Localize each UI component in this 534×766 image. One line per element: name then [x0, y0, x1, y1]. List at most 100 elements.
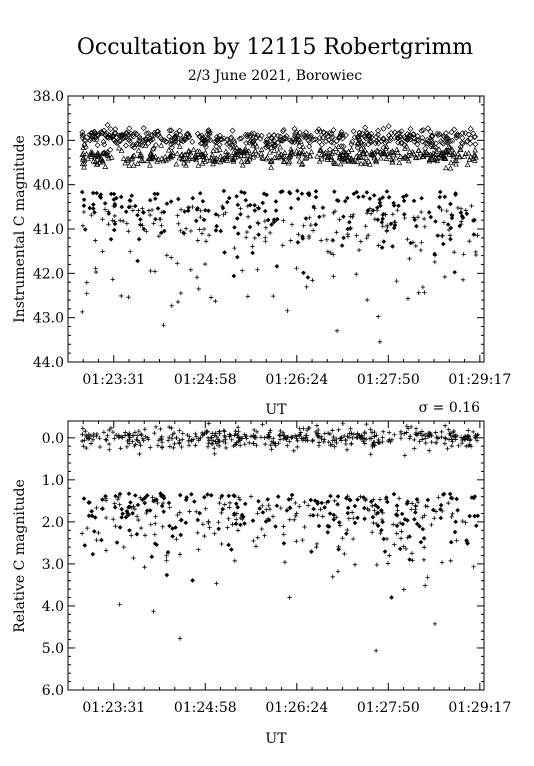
data-point-plus	[294, 436, 299, 441]
data-point-plus	[164, 253, 170, 258]
data-point-diamond-filled	[370, 208, 376, 213]
data-point-plus	[390, 212, 396, 217]
data-point-diamond-open	[326, 146, 333, 153]
data-point-plus	[300, 438, 306, 443]
data-point-plus	[177, 428, 182, 433]
data-point-plus	[292, 433, 298, 438]
y-tick-label: 44.0	[33, 355, 64, 371]
data-point-plus	[377, 497, 383, 502]
data-point-plus	[399, 529, 404, 534]
data-point-diamond-filled	[315, 501, 320, 506]
data-point-triangle-open	[174, 150, 181, 156]
data-point-diamond-filled	[402, 517, 408, 522]
data-point-plus	[346, 516, 352, 521]
data-point-diamond-filled	[435, 233, 441, 238]
data-point-plus	[289, 222, 295, 227]
data-point-plus	[126, 437, 132, 443]
data-point-plus	[146, 208, 152, 213]
data-point-plus	[348, 214, 353, 219]
data-point-diamond-filled	[92, 529, 97, 534]
data-point-triangle-open	[431, 156, 438, 163]
data-point-diamond-filled	[238, 522, 243, 528]
data-point-plus	[209, 441, 214, 446]
data-point-triangle-open	[281, 149, 288, 156]
data-point-diamond-open	[143, 130, 150, 137]
data-point-plus	[287, 517, 292, 522]
data-point-diamond-open	[467, 140, 474, 147]
data-point-plus	[216, 520, 221, 525]
data-point-diamond-open	[79, 134, 86, 141]
data-point-diamond-open	[458, 139, 465, 146]
data-point-plus	[148, 268, 153, 274]
data-point-plus	[380, 224, 385, 229]
data-point-diamond-filled	[378, 203, 383, 208]
data-point-diamond-filled	[397, 546, 403, 552]
data-point-diamond-filled	[335, 494, 341, 499]
data-point-diamond-open	[418, 127, 425, 134]
data-point-diamond-filled	[161, 209, 167, 215]
data-point-plus	[306, 503, 311, 508]
data-point-diamond-filled	[170, 534, 175, 539]
data-point-plus	[103, 548, 109, 553]
data-point-diamond-filled	[319, 500, 325, 506]
data-point-triangle-open	[281, 158, 288, 165]
data-point-plus	[159, 437, 164, 442]
data-point-triangle-open	[225, 153, 232, 159]
data-point-triangle-open	[452, 157, 458, 164]
data-point-plus	[97, 444, 103, 450]
data-point-plus	[439, 560, 445, 565]
data-point-triangle-open	[318, 147, 325, 153]
data-point-plus	[84, 525, 90, 531]
data-point-diamond-filled	[235, 202, 241, 208]
data-point-plus	[432, 621, 438, 627]
data-point-diamond-filled	[164, 201, 170, 206]
data-point-plus	[294, 539, 299, 544]
data-point-diamond-filled	[375, 217, 381, 223]
data-point-diamond-open	[171, 133, 178, 140]
data-point-triangle-open	[160, 157, 167, 164]
data-point-diamond-filled	[119, 515, 124, 520]
data-point-diamond-filled	[367, 196, 373, 201]
data-point-diamond-open	[375, 127, 382, 134]
data-point-plus	[332, 444, 337, 449]
data-point-diamond-open	[154, 132, 161, 139]
data-point-diamond-open	[146, 135, 153, 142]
data-point-diamond-filled	[360, 194, 366, 199]
data-point-diamond-open	[279, 128, 286, 135]
data-point-triangle-open	[99, 150, 105, 157]
data-point-diamond-open	[338, 128, 345, 135]
data-point-plus	[255, 535, 260, 540]
data-point-diamond-open	[367, 139, 374, 146]
data-point-triangle-open	[402, 153, 409, 160]
data-point-diamond-open	[231, 138, 238, 145]
data-point-diamond-filled	[356, 194, 361, 200]
data-point-triangle-open	[169, 149, 176, 156]
data-point-triangle-open	[94, 161, 101, 167]
data-point-plus	[295, 438, 300, 444]
data-point-triangle-open	[241, 147, 248, 154]
data-point-plus	[178, 207, 184, 212]
data-point-triangle-open	[318, 155, 325, 162]
data-point-plus	[311, 228, 316, 233]
data-point-diamond-filled	[334, 197, 340, 203]
data-point-plus	[365, 233, 371, 238]
y-tick-label: 0.0	[42, 431, 64, 447]
data-point-plus	[133, 442, 138, 447]
data-point-plus	[198, 214, 203, 220]
data-point-triangle-open	[220, 155, 227, 162]
data-point-plus	[376, 243, 381, 248]
data-point-plus	[409, 551, 415, 556]
data-point-diamond-filled	[433, 219, 438, 224]
data-point-plus	[164, 558, 169, 563]
data-point-diamond-open	[247, 132, 254, 139]
data-point-plus	[432, 253, 438, 258]
data-point-diamond-open	[362, 124, 369, 131]
data-point-plus	[297, 504, 302, 509]
data-point-triangle-open	[343, 151, 349, 157]
data-point-plus	[117, 218, 123, 223]
data-point-diamond-filled	[284, 508, 290, 513]
data-point-plus	[376, 314, 381, 319]
data-point-triangle-open	[392, 154, 399, 161]
data-point-plus	[409, 507, 414, 512]
data-point-triangle-open	[447, 144, 453, 150]
